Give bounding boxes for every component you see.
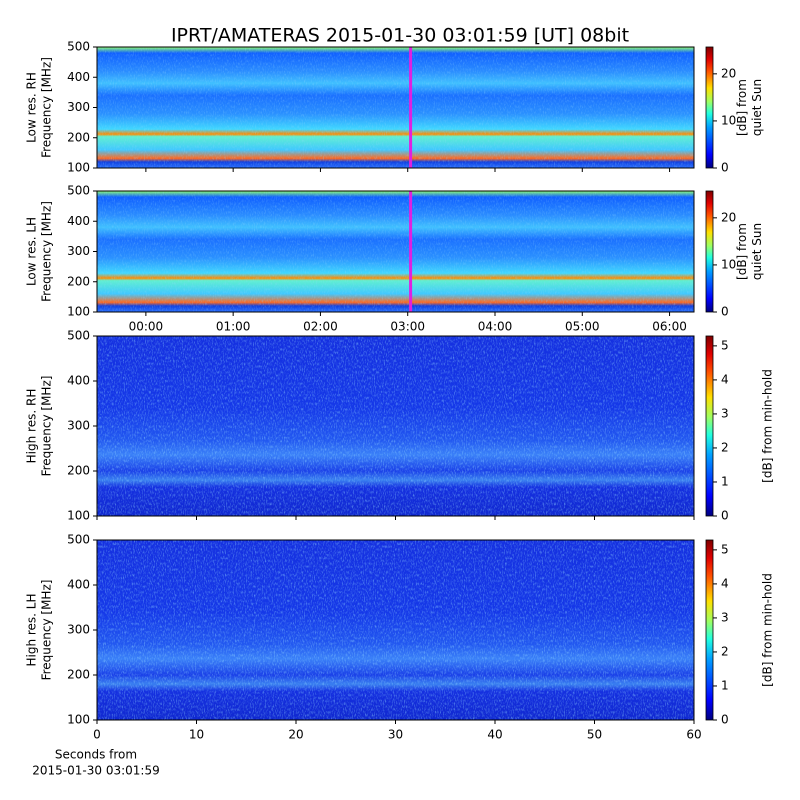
y-tick-label: 300 (67, 419, 90, 433)
x-tick-label: 50 (587, 728, 602, 742)
y-tick-label: 500 (67, 184, 90, 198)
colorbar (705, 190, 714, 313)
y-tick-label: 100 (67, 161, 90, 175)
colorbar-tick-label: 4 (721, 576, 729, 590)
colorbar-tick-label: 5 (721, 542, 729, 556)
y-axis-label: High res. LH (25, 593, 39, 666)
colorbar-tick-label: 0 (721, 161, 729, 175)
y-tick-label: 200 (67, 464, 90, 478)
x-tick-label: 06:00 (652, 320, 687, 334)
x-tick-label: 30 (388, 728, 403, 742)
y-tick-label: 300 (67, 100, 90, 114)
y-tick-label: 200 (67, 668, 90, 682)
colorbar-tick-label: 1 (721, 474, 729, 488)
y-tick-label: 500 (67, 40, 90, 54)
colorbar-tick-label: 10 (721, 257, 736, 271)
x-tick-label: 60 (686, 728, 701, 742)
x-tick-label: 04:00 (478, 320, 513, 334)
y-tick-label: 100 (67, 713, 90, 727)
y-tick-label: 300 (67, 244, 90, 258)
colorbar-tick-label: 10 (721, 113, 736, 127)
y-tick-label: 100 (67, 509, 90, 523)
y-tick-label: 200 (67, 274, 90, 288)
x-tick-label: 0 (93, 728, 101, 742)
x-tick-label: 20 (288, 728, 303, 742)
spectrogram-noise (97, 336, 694, 516)
y-tick-label: 100 (67, 305, 90, 319)
y-axis-label: Low res. RH (25, 72, 39, 143)
colorbar-tick-label: 3 (721, 406, 729, 420)
y-axis-label: Frequency [MHz] (40, 201, 54, 302)
y-tick-label: 500 (67, 329, 90, 343)
y-tick-label: 400 (67, 214, 90, 228)
x-tick-label: 00:00 (129, 320, 164, 334)
colorbar-label: [dB] from (735, 223, 749, 280)
x-tick-label: 40 (487, 728, 502, 742)
x-axis-label: 2015-01-30 03:01:59 (32, 764, 159, 778)
colorbar-tick-label: 4 (721, 372, 729, 386)
y-axis-label: Frequency [MHz] (40, 376, 54, 477)
colorbar-label: [dB] from (735, 79, 749, 136)
x-tick-label: 05:00 (565, 320, 600, 334)
y-axis-label: High res. RH (25, 389, 39, 464)
x-tick-label: 02:00 (303, 320, 338, 334)
colorbar-tick-label: 5 (721, 338, 729, 352)
y-tick-label: 300 (67, 623, 90, 637)
colorbar (705, 539, 714, 721)
colorbar-tick-label: 0 (721, 509, 729, 523)
y-axis-label: Frequency [MHz] (40, 580, 54, 681)
colorbar (705, 335, 714, 517)
y-tick-label: 400 (67, 578, 90, 592)
spectrogram-noise (97, 540, 694, 720)
colorbar-tick-label: 0 (721, 305, 729, 319)
colorbar-tick-label: 3 (721, 610, 729, 624)
y-tick-label: 400 (67, 374, 90, 388)
y-axis-label: Low res. LH (25, 217, 39, 286)
y-tick-label: 200 (67, 130, 90, 144)
colorbar-tick-label: 20 (721, 210, 736, 224)
spectrogram-noise (97, 47, 694, 168)
y-axis-label: Frequency [MHz] (40, 57, 54, 158)
x-axis-label: Seconds from (55, 748, 137, 762)
colorbar-label: [dB] from min-hold (761, 573, 775, 687)
colorbar-tick-label: 0 (721, 713, 729, 727)
figure-title: IPRT/AMATERAS 2015-01-30 03:01:59 [UT] 0… (171, 25, 629, 47)
colorbar-label: [dB] from min-hold (761, 369, 775, 483)
colorbar-tick-label: 2 (721, 644, 729, 658)
colorbar-label: quiet Sun (750, 223, 764, 280)
colorbar-tick-label: 2 (721, 440, 729, 454)
x-tick-label: 01:00 (216, 320, 251, 334)
colorbar-label: quiet Sun (750, 79, 764, 136)
x-tick-label: 10 (189, 728, 204, 742)
colorbar-tick-label: 20 (721, 66, 736, 80)
y-tick-label: 500 (67, 533, 90, 547)
spectrogram-noise (97, 191, 694, 312)
colorbar (705, 46, 714, 169)
colorbar-tick-label: 1 (721, 678, 729, 692)
y-tick-label: 400 (67, 70, 90, 84)
x-tick-label: 03:00 (390, 320, 425, 334)
